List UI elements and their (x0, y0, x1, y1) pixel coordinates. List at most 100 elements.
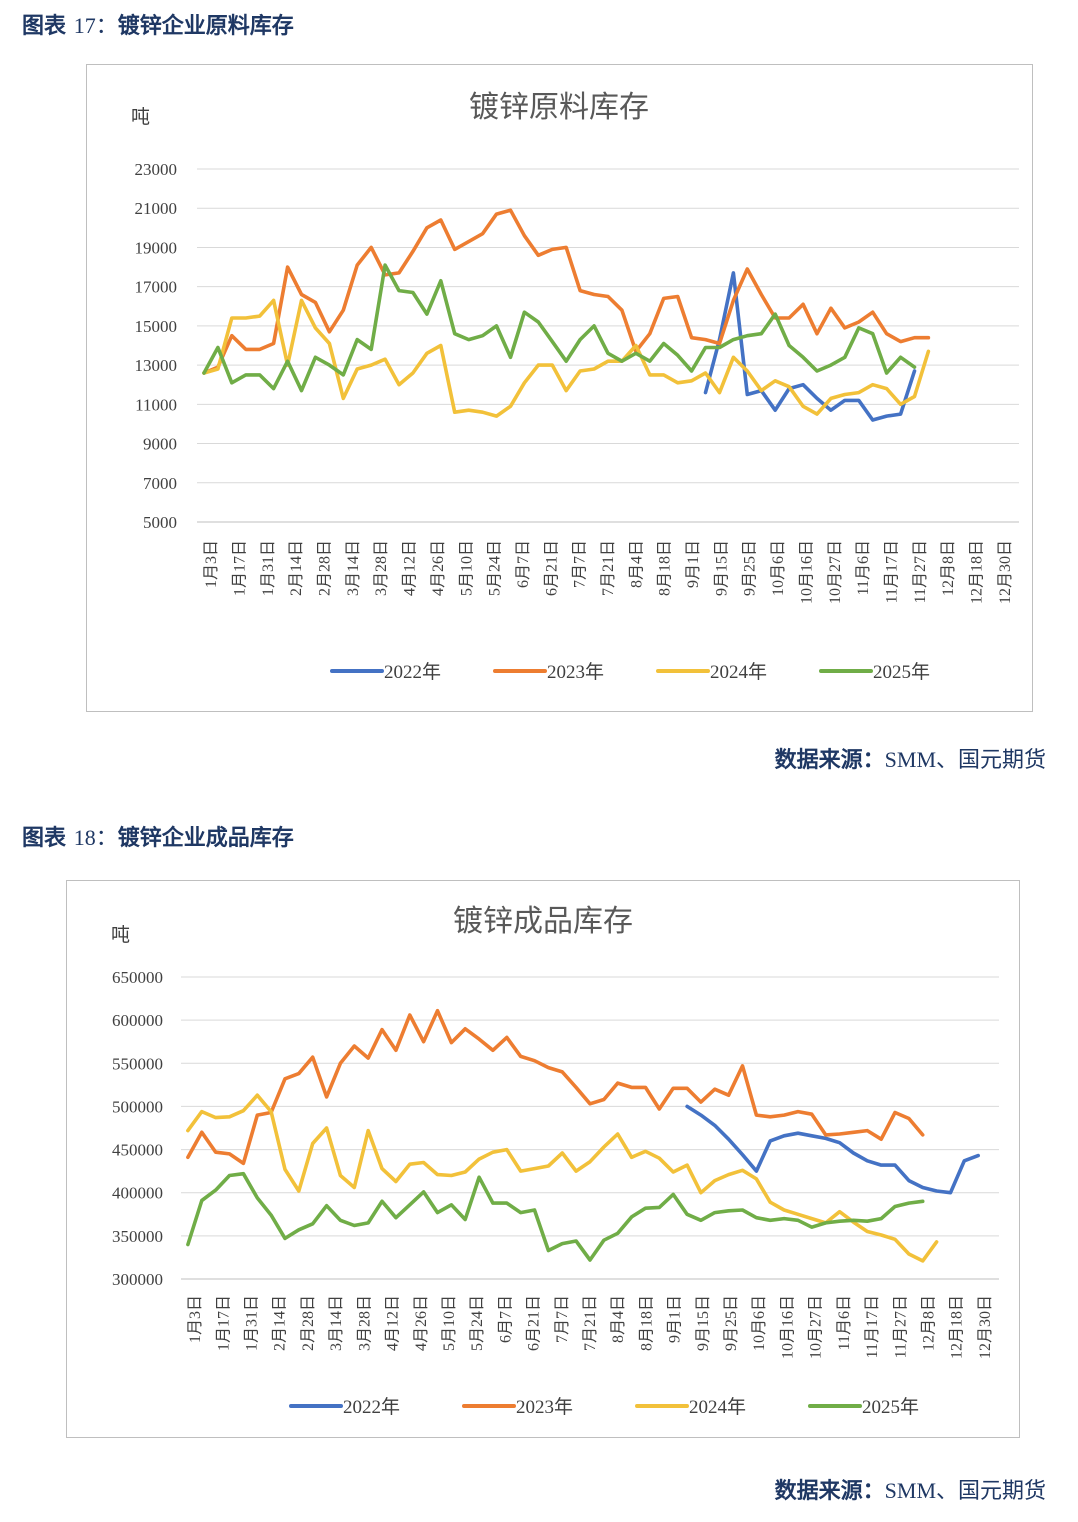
y-tick-label: 15000 (135, 317, 178, 336)
x-tick-label: 8月18日 (657, 540, 674, 596)
finished-goods-chart-frame: 镀锌成品库存吨 300000 350000 400000 450000 500000 550… (66, 880, 1020, 1438)
x-tick-label: 6月7日 (497, 1295, 514, 1343)
raw-material-chart-frame: 镀锌原料库存 吨 5000 7000 9000 11000 13000 15000 17000 1… (86, 64, 1033, 712)
x-tick-label: 5月24日 (469, 1295, 486, 1351)
figure-18-caption: 图表 18：镀锌企业成品库存 (22, 820, 294, 852)
series-line-2025 (202, 263, 917, 393)
x-tick-label: 8月18日 (638, 1295, 655, 1351)
x-tick-label: 7月21日 (600, 540, 617, 596)
figure-17-source: 数据来源：SMM、国元期货 (775, 742, 1046, 774)
x-tick-label: 12月8日 (920, 1295, 937, 1351)
legend-label-2022: 2022年 (384, 661, 441, 683)
series-line-2023 (202, 208, 931, 375)
series-line-2025 (186, 1171, 925, 1262)
legend-label-2023: 2023年 (547, 661, 604, 683)
figure-17-caption: 图表 17：镀锌企业原料库存 (22, 8, 294, 40)
y-tick-label: 21000 (135, 199, 178, 218)
x-tick-label: 10月6日 (751, 1295, 768, 1351)
x-tick-label: 1月3日 (203, 540, 220, 588)
x-tick-label: 5月10日 (441, 1295, 458, 1351)
x-tick-label: 6月7日 (515, 540, 532, 588)
y-tick-label: 600000 (112, 1011, 163, 1030)
y-tick-label: 19000 (135, 238, 178, 257)
legend-label-2022: 2022年 (343, 1396, 400, 1418)
x-tick-label: 12月30日 (977, 1295, 994, 1359)
x-tick-label: 10月16日 (798, 540, 815, 604)
source-text: SMM、国元期货 (884, 747, 1046, 772)
series-line-2022 (685, 1104, 981, 1195)
y-tick-label: 17000 (135, 278, 178, 297)
x-tick-label: 2月28日 (300, 1295, 317, 1351)
legend-label-2025: 2025年 (873, 661, 930, 683)
caption-number: 17： (73, 13, 118, 38)
legend-label-2024: 2024年 (689, 1396, 746, 1418)
x-tick-label: 12月8日 (940, 540, 957, 596)
x-tick-label: 3月14日 (328, 1295, 345, 1351)
x-tick-label: 5月24日 (487, 540, 504, 596)
x-tick-label: 8月4日 (628, 540, 645, 588)
x-tick-label: 11月6日 (836, 1295, 853, 1350)
x-tick-label: 10月16日 (779, 1295, 796, 1359)
x-tick-label: 10月27日 (827, 540, 844, 604)
x-tick-label: 11月27日 (892, 1295, 909, 1358)
x-tick-label: 11月17日 (864, 1295, 881, 1358)
x-tick-label: 8月4日 (610, 1295, 627, 1343)
chart-title: 镀锌成品库存 (453, 905, 633, 938)
series-line-2024 (202, 298, 931, 418)
y-tick-label: 400000 (112, 1184, 163, 1203)
series-line-2022 (703, 271, 917, 422)
source-text: SMM、国元期货 (884, 1478, 1046, 1503)
y-tick-label: 450000 (112, 1141, 163, 1160)
x-tick-label: 1月31日 (244, 1295, 261, 1351)
x-tick-label: 2月28日 (317, 540, 334, 596)
x-tick-label: 3月14日 (345, 540, 362, 596)
y-tick-label: 500000 (112, 1097, 163, 1116)
x-tick-label: 11月17日 (883, 540, 900, 603)
x-tick-label: 7月21日 (582, 1295, 599, 1351)
x-tick-label: 10月27日 (808, 1295, 825, 1359)
source-label: 数据来源： (774, 1478, 885, 1504)
y-tick-label: 23000 (135, 160, 178, 179)
x-tick-label: 10月6日 (770, 540, 787, 596)
x-tick-label: 4月12日 (402, 540, 419, 596)
x-tick-label: 2月14日 (288, 540, 305, 596)
x-tick-label: 5月10日 (458, 540, 475, 596)
x-tick-label: 4月26日 (413, 1295, 430, 1351)
x-tick-label: 1月17日 (232, 540, 249, 596)
x-tick-label: 11月27日 (912, 540, 929, 603)
x-tick-label: 4月26日 (430, 540, 447, 596)
x-tick-label: 9月25日 (723, 1295, 740, 1351)
y-axis-unit-label: 吨 (131, 106, 150, 128)
series-line-2024 (186, 1093, 939, 1263)
y-tick-label: 7000 (143, 474, 177, 493)
raw-material-inventory-chart: 镀锌原料库存 吨 5000 7000 9000 11000 13000 15000 17000 1… (131, 91, 1019, 683)
caption-prefix: 图表 (22, 825, 67, 851)
y-tick-label: 300000 (112, 1270, 163, 1289)
x-tick-label: 12月30日 (997, 540, 1014, 604)
x-tick-label: 9月1日 (667, 1295, 684, 1343)
x-tick-label: 12月18日 (949, 1295, 966, 1359)
x-tick-label: 9月1日 (685, 540, 702, 588)
x-tick-label: 12月18日 (968, 540, 985, 604)
x-tick-label: 9月15日 (713, 540, 730, 596)
y-tick-label: 13000 (135, 356, 178, 375)
caption-prefix: 图表 (22, 13, 67, 39)
legend-label-2025: 2025年 (862, 1396, 919, 1418)
series-line-2023 (186, 1008, 925, 1166)
y-tick-label: 11000 (135, 395, 177, 414)
x-tick-label: 3月28日 (373, 540, 390, 596)
x-tick-label: 7月7日 (572, 540, 589, 588)
x-tick-label: 6月21日 (543, 540, 560, 596)
legend-label-2024: 2024年 (710, 661, 767, 683)
x-tick-label: 7月7日 (554, 1295, 571, 1343)
x-tick-label: 11月6日 (855, 540, 872, 595)
x-tick-label: 4月12日 (385, 1295, 402, 1351)
y-axis-unit-label: 吨 (111, 924, 130, 946)
y-tick-label: 650000 (112, 968, 163, 987)
figure-18-source: 数据来源：SMM、国元期货 (775, 1473, 1046, 1505)
x-tick-label: 6月21日 (526, 1295, 543, 1351)
caption-title: 镀锌企业成品库存 (117, 825, 294, 851)
x-tick-label: 9月15日 (695, 1295, 712, 1351)
caption-number: 18： (73, 825, 118, 850)
